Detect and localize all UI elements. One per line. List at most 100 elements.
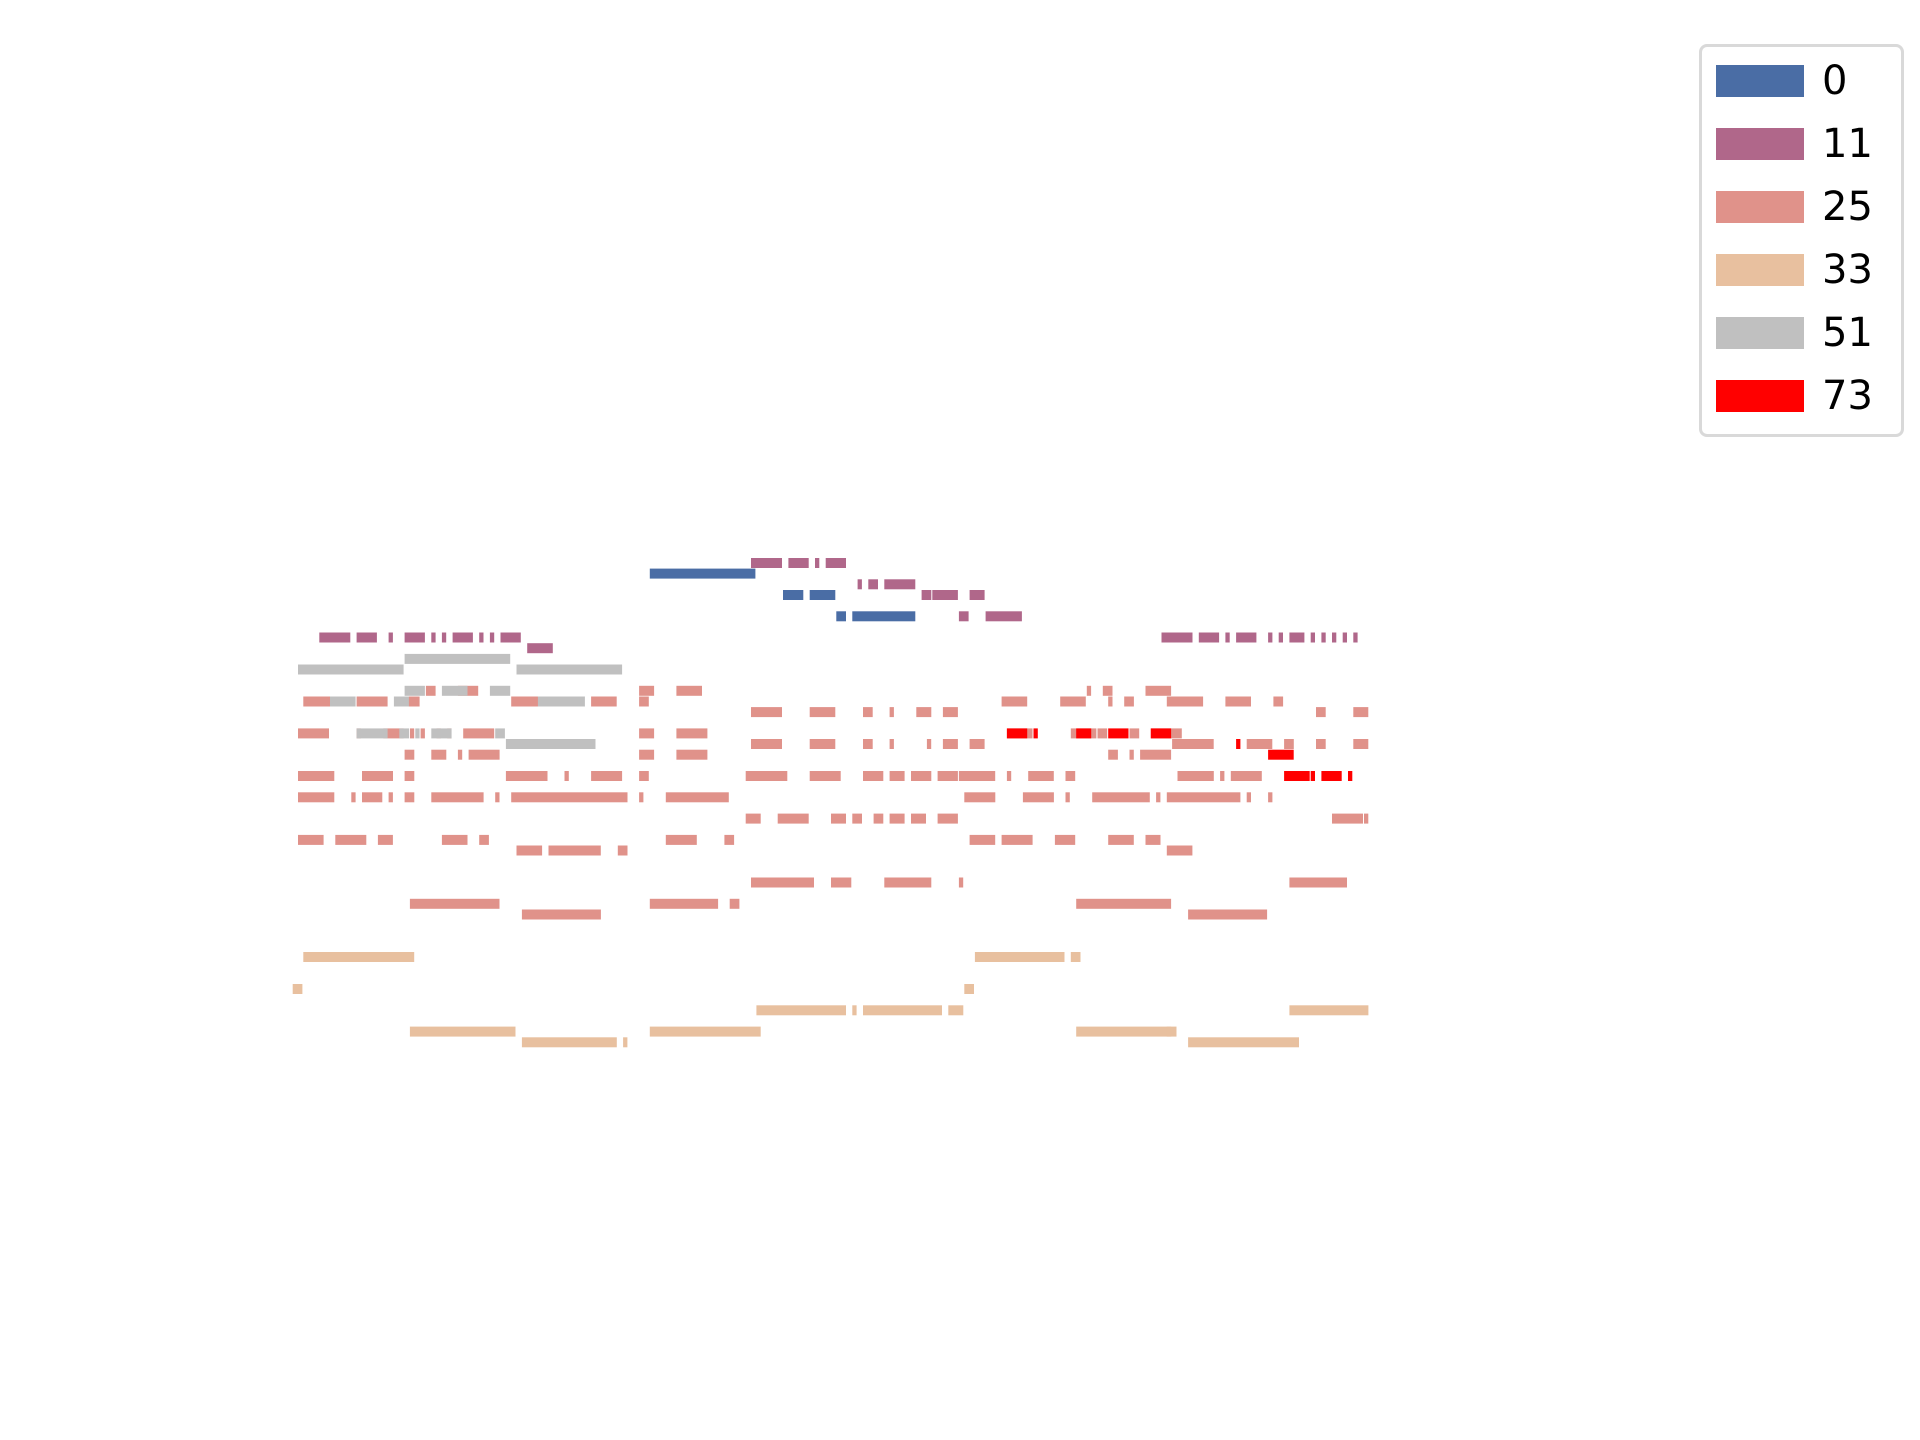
- note-bar-25-20: [751, 707, 782, 718]
- note-bar-25-51: [1246, 739, 1273, 749]
- legend-swatch-0: [1716, 65, 1804, 97]
- note-bar-25-122: [1108, 834, 1134, 845]
- note-bar-25-54: [1353, 739, 1369, 749]
- note-bar-25-6: [425, 685, 436, 696]
- note-bar-25-22: [863, 707, 873, 718]
- note-bar-25-78: [1006, 771, 1012, 781]
- note-bar-11-22: [527, 643, 553, 654]
- note-bar-11-19: [479, 632, 484, 643]
- note-bar-25-3: [511, 696, 543, 707]
- note-bar-25-8: [639, 685, 655, 696]
- note-bar-11-3: [825, 558, 846, 568]
- note-bar-33-6: [852, 1005, 857, 1016]
- note-bar-11-28: [1278, 632, 1283, 643]
- note-bar-11-20: [489, 632, 495, 643]
- note-bar-25-123: [1145, 834, 1161, 845]
- note-bar-25-91: [511, 792, 628, 803]
- note-bar-51-12: [431, 728, 452, 739]
- note-bar-25-111: [1364, 813, 1369, 824]
- note-bar-25-136: [1076, 898, 1172, 909]
- note-bar-25-83: [1230, 771, 1262, 781]
- note-bar-25-4: [591, 696, 617, 707]
- note-bar-25-126: [617, 845, 628, 856]
- note-bar-25-63: [1140, 749, 1172, 760]
- note-bar-0-2: [809, 590, 836, 600]
- note-bar-25-88: [404, 792, 415, 803]
- note-bar-25-17: [1086, 685, 1092, 696]
- note-bar-11-5: [868, 579, 878, 590]
- note-bar-25-59: [639, 749, 655, 760]
- note-bar-11-8: [932, 590, 958, 600]
- note-bar-51-10: [399, 728, 409, 739]
- note-bar-25-62: [1129, 749, 1134, 760]
- note-bar-25-107: [889, 813, 905, 824]
- legend-label-51: 51: [1822, 310, 1873, 356]
- note-bar-0-1: [783, 590, 804, 600]
- note-bar-11-15: [404, 632, 425, 643]
- note-bar-25-81: [1177, 771, 1214, 781]
- note-bar-25-117: [665, 834, 697, 845]
- note-bar-51-2: [404, 653, 511, 664]
- note-bar-25-0: [303, 696, 335, 707]
- note-bar-25-21: [809, 707, 836, 718]
- note-bar-33-0: [303, 952, 415, 962]
- note-bar-25-129: [831, 877, 852, 888]
- note-bar-25-40: [1097, 728, 1108, 739]
- note-bar-33-13: [1166, 1026, 1177, 1037]
- note-bar-25-24: [916, 707, 932, 718]
- note-bar-25-87: [388, 792, 393, 803]
- note-bar-25-115: [441, 834, 468, 845]
- note-bar-25-50: [1172, 739, 1214, 749]
- note-bar-25-74: [889, 771, 905, 781]
- note-bar-25-61: [1108, 749, 1118, 760]
- note-bar-25-19: [1145, 685, 1172, 696]
- note-bar-73-4: [1150, 728, 1172, 739]
- note-bar-25-86: [362, 792, 383, 803]
- note-bar-25-82: [1220, 771, 1225, 781]
- note-bar-33-16: [1188, 1037, 1299, 1048]
- note-bar-73-1: [1033, 728, 1038, 739]
- legend-swatch-33: [1716, 254, 1804, 286]
- note-bar-25-125: [548, 845, 601, 856]
- note-bar-25-72: [809, 771, 841, 781]
- note-bar-25-64: [298, 771, 335, 781]
- note-bar-11-23: [1161, 632, 1193, 643]
- note-bar-73-3: [1108, 728, 1129, 739]
- note-bar-51-11: [415, 728, 420, 739]
- note-bar-25-73: [863, 771, 884, 781]
- note-bar-25-90: [495, 792, 500, 803]
- note-bar-51-8: [537, 696, 585, 707]
- note-bar-11-2: [815, 558, 820, 568]
- note-bar-25-65: [362, 771, 393, 781]
- note-bar-25-105: [852, 813, 862, 824]
- note-bar-11-16: [431, 632, 436, 643]
- note-bar-51-13: [495, 728, 505, 739]
- note-bar-73-9: [1321, 771, 1342, 781]
- note-bar-11-17: [441, 632, 447, 643]
- note-bar-33-7: [863, 1005, 942, 1016]
- note-bar-11-13: [356, 632, 377, 643]
- note-bar-25-30: [383, 728, 404, 739]
- legend: 0 11 25 33 51 73: [1699, 44, 1904, 437]
- note-bar-25-37: [676, 728, 708, 739]
- note-bar-25-14: [1166, 696, 1204, 707]
- note-bar-25-15: [1225, 696, 1251, 707]
- legend-item-51: 51: [1716, 311, 1896, 355]
- note-bar-25-5: [639, 696, 649, 707]
- note-bar-25-12: [1108, 696, 1113, 707]
- legend-swatch-11: [1716, 128, 1804, 160]
- note-bar-11-29: [1289, 632, 1305, 643]
- note-bar-25-71: [745, 771, 788, 781]
- note-bar-33-15: [623, 1037, 628, 1048]
- note-bar-25-23: [889, 707, 894, 718]
- note-bar-25-108: [911, 813, 926, 824]
- note-bar-11-9: [969, 590, 985, 600]
- note-bar-25-127: [1166, 845, 1193, 856]
- note-bar-25-138: [1188, 909, 1268, 920]
- note-bar-25-66: [404, 771, 415, 781]
- note-bar-25-124: [516, 845, 543, 856]
- note-bar-51-0: [298, 664, 404, 675]
- note-bar-33-12: [1076, 1026, 1172, 1037]
- note-bar-11-34: [1353, 632, 1358, 643]
- note-bar-25-55: [404, 749, 415, 760]
